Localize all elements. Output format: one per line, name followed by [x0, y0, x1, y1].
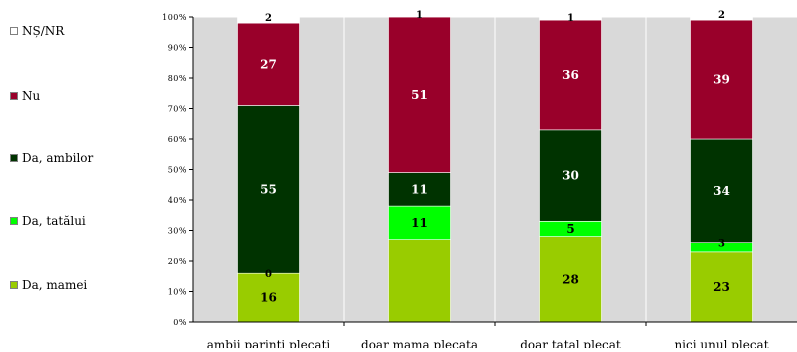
- bar-segment: [539, 19, 602, 131]
- data-label: 23: [713, 280, 730, 294]
- legend-label: Da, tatălui: [22, 214, 86, 228]
- y-tick-label: 30%: [168, 227, 187, 236]
- bar-segment: [237, 272, 300, 323]
- legend-swatch: [10, 27, 18, 35]
- data-label: 51: [411, 88, 428, 102]
- legend-swatch: [10, 217, 18, 225]
- data-label: 55: [260, 182, 277, 196]
- y-tick-label: 10%: [168, 288, 187, 297]
- data-label: 0: [265, 269, 272, 280]
- legend-label: NȘ/NR: [22, 24, 65, 38]
- bar-segment: [237, 105, 300, 274]
- x-tick-label: ambii parinti plecati: [207, 338, 331, 348]
- bar-segment: [690, 13, 753, 21]
- legend-swatch: [10, 154, 18, 162]
- legend-item: Da, tatălui: [10, 213, 86, 229]
- bar-segment: [539, 236, 602, 323]
- data-label: 34: [713, 184, 730, 198]
- x-tick-label: doar mama plecata: [361, 338, 478, 348]
- x-tick-label: doar tatal plecat: [520, 338, 621, 348]
- y-tick-label: 60%: [168, 135, 187, 144]
- data-label: 16: [260, 291, 277, 305]
- data-label: 1: [567, 13, 574, 24]
- data-label: 11: [411, 216, 428, 230]
- bar-segment: [539, 16, 602, 21]
- data-label: 28: [562, 272, 579, 286]
- data-label: 1: [416, 10, 423, 21]
- bar-segment: [388, 13, 451, 18]
- bar-segment: [388, 205, 451, 240]
- bar-segment: [388, 239, 451, 323]
- data-label: 2: [265, 13, 272, 24]
- data-label: 39: [713, 73, 730, 87]
- data-label: 36: [562, 68, 579, 82]
- y-tick-label: 40%: [168, 196, 187, 205]
- x-tick-label: nici unul plecat: [674, 338, 768, 348]
- y-tick-label: 80%: [168, 74, 187, 83]
- legend-swatch: [10, 281, 18, 289]
- legend-item: Nu: [10, 88, 40, 104]
- bar-segment: [690, 138, 753, 243]
- data-label: 5: [566, 222, 574, 236]
- bar-segment: [237, 16, 300, 24]
- bar-segment: [690, 19, 753, 140]
- y-tick-label: 90%: [168, 44, 187, 53]
- data-label: 11: [411, 182, 428, 196]
- y-tick-label: 100%: [162, 13, 187, 22]
- legend-label: Da, ambilor: [22, 151, 94, 165]
- y-tick-label: 70%: [168, 105, 187, 114]
- data-label: 30: [562, 169, 579, 183]
- bar-segment: [237, 22, 300, 106]
- legend-item: Da, mamei: [10, 277, 87, 293]
- y-tick-label: 20%: [168, 257, 187, 266]
- y-tick-label: 50%: [168, 166, 187, 175]
- legend-swatch: [10, 92, 18, 100]
- data-label: 3: [718, 239, 725, 250]
- bar-segment: [388, 16, 451, 173]
- legend-label: Nu: [22, 89, 41, 103]
- data-label: 27: [260, 57, 277, 71]
- bar-segment: [539, 129, 602, 222]
- legend-label: Da, mamei: [22, 278, 88, 292]
- legend-item: Da, ambilor: [10, 150, 93, 166]
- y-tick-label: 0%: [173, 318, 187, 327]
- data-label: 2: [718, 10, 725, 21]
- legend-item: NȘ/NR: [10, 23, 64, 39]
- bar-segment: [388, 172, 451, 207]
